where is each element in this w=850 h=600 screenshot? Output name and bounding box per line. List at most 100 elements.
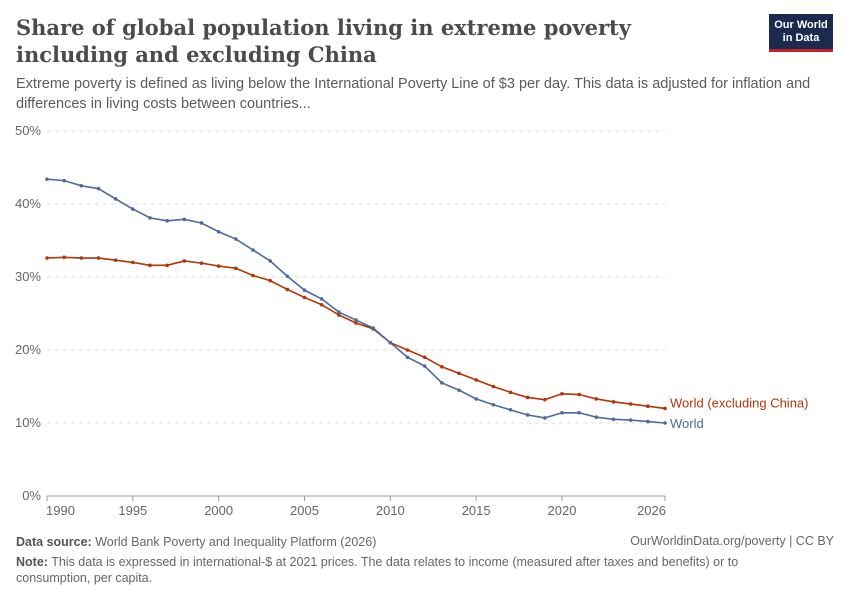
data-point xyxy=(628,418,633,422)
note-text: This data is expressed in international-… xyxy=(16,555,739,585)
y-tick-label: 10% xyxy=(15,415,41,430)
series-label: World xyxy=(670,416,704,431)
data-point xyxy=(131,260,135,265)
data-point xyxy=(337,313,341,317)
data-point xyxy=(182,259,187,263)
data-point xyxy=(371,326,375,330)
series-line xyxy=(46,178,666,424)
data-point xyxy=(577,392,581,397)
data-point xyxy=(525,413,530,417)
source-text: World Bank Poverty and Inequality Platfo… xyxy=(95,535,377,549)
y-tick-label: 20% xyxy=(15,342,41,357)
data-point xyxy=(234,266,238,271)
data-point xyxy=(388,340,393,345)
data-point xyxy=(457,371,461,376)
data-point xyxy=(45,256,49,260)
data-point xyxy=(62,178,66,183)
x-tick-label: 1990 xyxy=(46,503,75,518)
source-label: Data source: xyxy=(16,535,92,549)
data-point xyxy=(199,261,204,265)
y-tick-label: 50% xyxy=(15,123,41,138)
data-point xyxy=(79,256,84,260)
data-point xyxy=(302,295,307,300)
data-point xyxy=(474,397,478,401)
data-point xyxy=(508,390,513,395)
y-tick-label: 0% xyxy=(22,488,41,503)
data-point xyxy=(96,186,101,191)
y-tick-label: 30% xyxy=(15,269,41,284)
data-point xyxy=(422,355,427,360)
series-line xyxy=(46,256,666,410)
data-point xyxy=(491,384,496,389)
x-tick-label: 2020 xyxy=(548,503,577,518)
data-point xyxy=(405,355,410,360)
x-tick-label: 2015 xyxy=(462,503,491,518)
data-point xyxy=(113,197,118,201)
data-point xyxy=(79,183,84,188)
data-point xyxy=(216,264,221,268)
data-point xyxy=(354,321,358,325)
data-point xyxy=(474,378,478,382)
source-link[interactable]: OurWorldinData.org/poverty | CC BY xyxy=(630,534,834,548)
data-point xyxy=(268,259,272,263)
x-tick-label: 2005 xyxy=(290,503,319,518)
data-point xyxy=(113,258,118,263)
data-point xyxy=(457,388,461,392)
data-point xyxy=(646,419,650,424)
data-point xyxy=(646,404,650,409)
series-label: World (excluding China) xyxy=(670,395,809,410)
owid-logo[interactable]: Our World in Data xyxy=(769,14,833,52)
chart-subtitle: Extreme poverty is defined as living bel… xyxy=(16,76,811,112)
data-point xyxy=(302,288,307,292)
data-point xyxy=(594,415,599,419)
chart-title: Share of global population living in ext… xyxy=(16,15,631,67)
data-point xyxy=(148,263,152,268)
data-point xyxy=(131,207,135,211)
data-point xyxy=(165,218,169,223)
data-point xyxy=(165,263,169,268)
data-point xyxy=(525,395,530,400)
data-point xyxy=(543,397,547,402)
data-point xyxy=(182,217,187,222)
data-point xyxy=(354,318,358,322)
data-point xyxy=(216,229,221,234)
data-point xyxy=(268,278,272,283)
data-point xyxy=(148,216,152,220)
data-point xyxy=(251,248,255,252)
y-tick-label: 40% xyxy=(15,196,41,211)
data-point xyxy=(285,274,290,279)
data-point xyxy=(594,397,599,401)
data-point xyxy=(611,417,616,422)
data-point xyxy=(440,364,444,369)
data-point xyxy=(62,255,66,260)
data-point xyxy=(319,297,324,301)
note: Note: This data is expressed in internat… xyxy=(16,554,806,586)
note-label: Note: xyxy=(16,555,48,569)
data-point xyxy=(628,402,633,406)
x-tick-label: 2000 xyxy=(204,503,233,518)
x-tick-label: 1995 xyxy=(118,503,147,518)
data-point xyxy=(337,310,341,314)
logo-text: Our World in Data xyxy=(774,19,828,44)
data-point xyxy=(199,221,204,225)
data-point xyxy=(234,237,238,241)
data-point xyxy=(508,408,513,412)
data-source: Data source: World Bank Poverty and Ineq… xyxy=(16,534,376,550)
data-point xyxy=(405,348,410,352)
data-point xyxy=(663,421,667,425)
data-point xyxy=(663,406,667,411)
data-point xyxy=(543,416,547,420)
data-point xyxy=(422,364,427,368)
data-point xyxy=(440,381,444,385)
x-tick-label: 2026 xyxy=(637,503,666,518)
data-point xyxy=(611,400,616,404)
x-tick-label: 2010 xyxy=(376,503,405,518)
data-point xyxy=(491,402,496,407)
data-point xyxy=(45,177,49,181)
data-point xyxy=(96,256,101,260)
data-point xyxy=(577,410,581,415)
data-point xyxy=(319,302,324,307)
data-point xyxy=(560,410,564,415)
data-point xyxy=(285,287,290,292)
